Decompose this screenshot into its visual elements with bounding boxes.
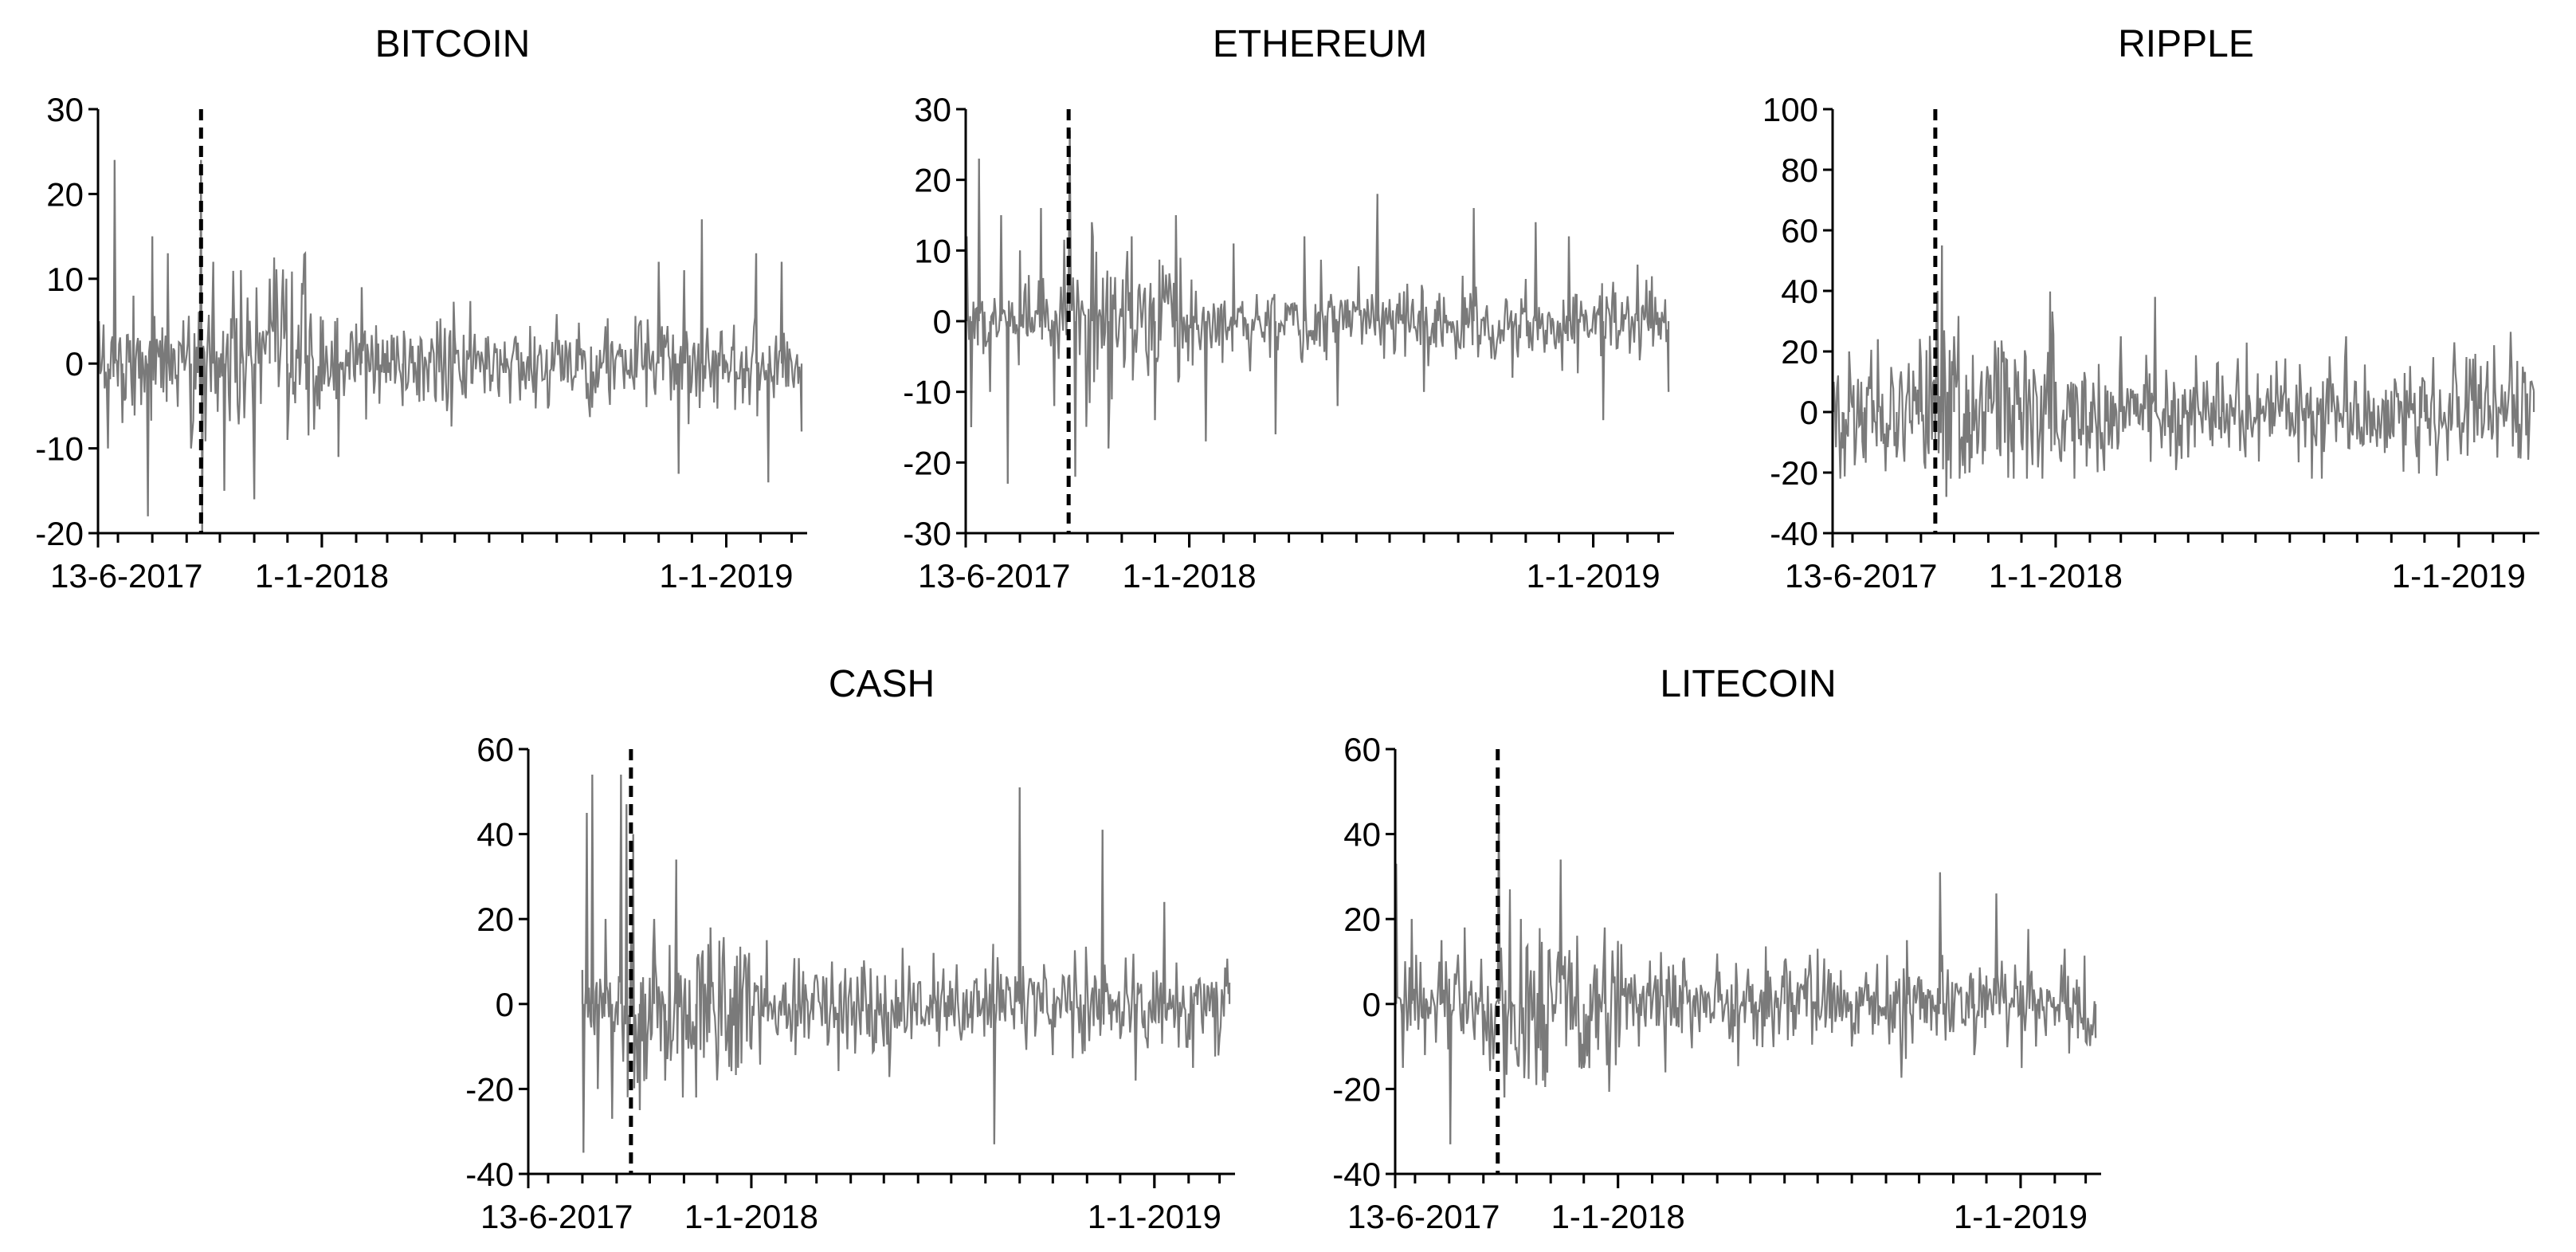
panel-ripple-x-tick-label: 13-6-2017: [1785, 557, 1937, 595]
panel-ripple-series-line: [1833, 245, 2535, 497]
panel-ripple-y-tick-label: 20: [1781, 333, 1818, 371]
panel-litecoin-y-tick-label: 0: [1362, 986, 1381, 1023]
panel-ethereum-y-tick-label: 20: [914, 162, 951, 199]
panel-bitcoin-x-tick-label: 1-1-2019: [659, 557, 793, 595]
panel-bitcoin-y-tick-label: 20: [46, 175, 84, 213]
panel-ethereum-y-tick-label: 0: [933, 303, 951, 340]
panel-cash-y-tick-label: -40: [465, 1156, 514, 1193]
panel-litecoin-series-line: [1395, 804, 2097, 1144]
panel-cash-series-line: [581, 774, 1231, 1153]
panel-bitcoin-y-tick-label: -10: [35, 430, 84, 468]
panel-bitcoin: BITCOIN -20 -10 0 10 20 30 13-6-2017 1-1-2018 1-1…: [35, 23, 807, 595]
panel-litecoin-y-tick-label: -40: [1332, 1156, 1381, 1193]
panel-cash-y-tick-label: 40: [476, 816, 514, 854]
panel-ethereum-y-tick-label: 30: [914, 91, 951, 128]
panel-litecoin-y-tick-label: 60: [1343, 731, 1381, 768]
panel-cash-y-tick-label: 0: [496, 986, 514, 1023]
panel-ripple-title: RIPPLE: [2118, 23, 2254, 65]
panel-bitcoin-series-line: [98, 159, 803, 534]
panel-ethereum-y-tick-label: -30: [903, 515, 951, 552]
panel-litecoin-title: LITECOIN: [1660, 663, 1836, 705]
panel-litecoin-y-tick-label: 20: [1343, 901, 1381, 938]
panel-cash-x-tick-label: 13-6-2017: [480, 1198, 633, 1235]
panel-ethereum-y-tick-label: 10: [914, 232, 951, 269]
panel-bitcoin-y-tick-label: 0: [65, 345, 84, 383]
panel-cash-y-tick-label: 60: [476, 731, 514, 768]
panel-ethereum-x-tick-label: 1-1-2018: [1123, 557, 1257, 595]
panel-bitcoin-x-tick-label: 1-1-2018: [255, 557, 389, 595]
panel-ripple-y-tick-label: -40: [1770, 515, 1818, 552]
panel-cash: CASH -40 -20 0 20 40 60 13-6-2017 1-1-2018 1-1-20…: [465, 663, 1235, 1235]
panel-litecoin-x-tick-label: 1-1-2019: [1954, 1198, 2088, 1235]
panel-ripple-y-tick-label: 100: [1762, 91, 1818, 128]
panel-ethereum-series-line: [966, 130, 1670, 484]
panel-litecoin-x-tick-label: 1-1-2018: [1551, 1198, 1685, 1235]
panel-cash-x-tick-label: 1-1-2019: [1088, 1198, 1221, 1235]
panel-cash-y-tick-label: -20: [465, 1070, 514, 1108]
panel-ripple-y-tick-label: 80: [1781, 151, 1818, 189]
panel-litecoin: LITECOIN -40 -20 0 20 40 60 13-6-2017 1-1-2018 1-…: [1332, 663, 2101, 1235]
panel-ethereum-x-tick-label: 1-1-2019: [1527, 557, 1660, 595]
panel-litecoin-x-tick-label: 13-6-2017: [1347, 1198, 1500, 1235]
panel-ethereum-x-tick-label: 13-6-2017: [918, 557, 1070, 595]
panel-bitcoin-y-tick-label: -20: [35, 515, 84, 552]
panel-cash-x-tick-label: 1-1-2018: [684, 1198, 818, 1235]
panel-litecoin-y-tick-label: 40: [1343, 816, 1381, 854]
panel-litecoin-y-tick-label: -20: [1332, 1070, 1381, 1108]
panel-cash-y-tick-label: 20: [476, 901, 514, 938]
panel-bitcoin-y-tick-label: 30: [46, 91, 84, 128]
panel-ripple-y-tick-label: 60: [1781, 212, 1818, 249]
panel-ripple-x-tick-label: 1-1-2019: [2392, 557, 2526, 595]
panel-ethereum-y-tick-label: -10: [903, 374, 951, 411]
panel-ripple-y-tick-label: -20: [1770, 454, 1818, 492]
panel-ripple-x-tick-label: 1-1-2018: [1989, 557, 2123, 595]
panel-bitcoin-x-tick-label: 13-6-2017: [50, 557, 202, 595]
panel-ethereum-title: ETHEREUM: [1213, 23, 1427, 65]
panel-ethereum-y-tick-label: -20: [903, 444, 951, 481]
panel-ripple-y-tick-label: 40: [1781, 273, 1818, 310]
panel-cash-title: CASH: [829, 663, 935, 705]
panel-bitcoin-y-tick-label: 10: [46, 261, 84, 298]
panel-ripple-y-tick-label: 0: [1800, 394, 1818, 431]
panel-ethereum: ETHEREUM -30 -20 -10 0 10 20 30 13-6-2017 1-1-201…: [903, 23, 1674, 595]
panel-bitcoin-title: BITCOIN: [375, 23, 531, 65]
panel-ripple: RIPPLE -40 -20 0 20 40 60 80 100 13-6-2017 1-1-201…: [1762, 23, 2539, 595]
